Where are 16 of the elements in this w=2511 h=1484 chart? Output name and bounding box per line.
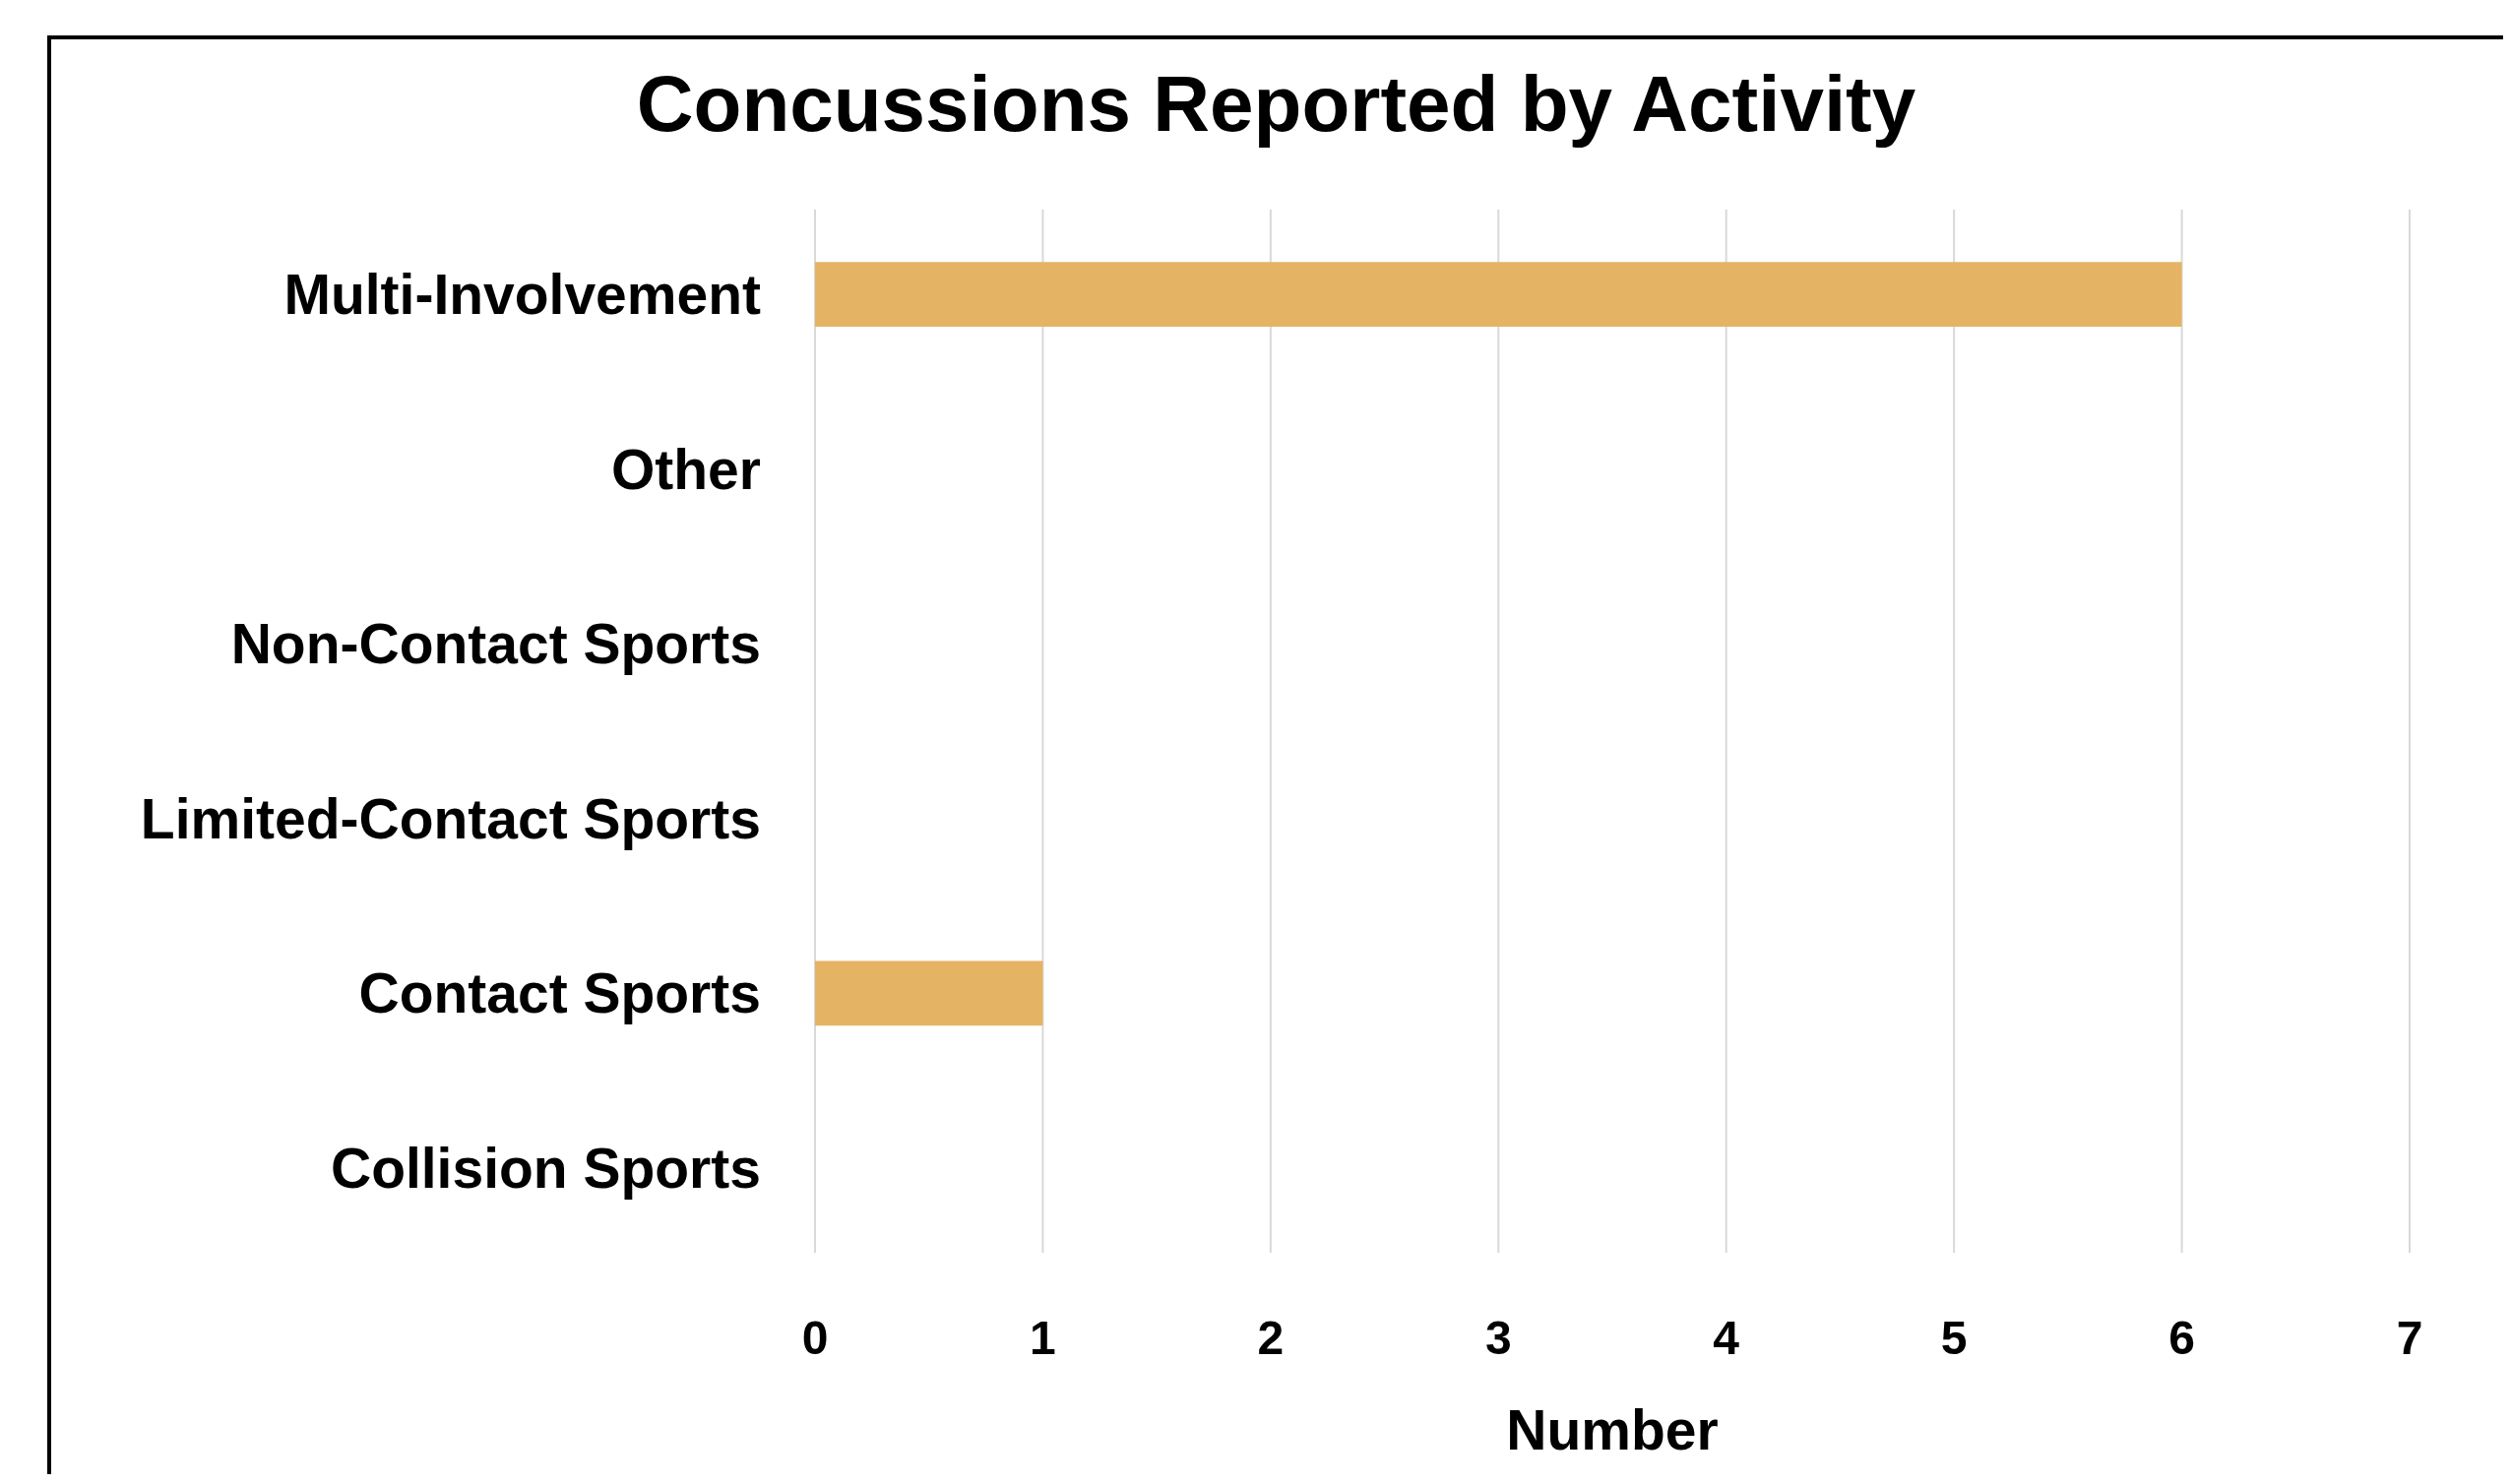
y-tick-label: Non-Contact Sports: [230, 612, 761, 676]
x-axis-title: Number: [1506, 1398, 1719, 1461]
y-tick-label: Multi-Involvement: [283, 263, 762, 327]
y-tick-label: Limited-Contact Sports: [140, 786, 761, 850]
x-tick-label: 5: [1940, 1312, 1968, 1364]
y-tick-label: Collision Sports: [330, 1136, 761, 1200]
x-tick-label: 7: [2396, 1312, 2423, 1364]
y-tick-label: Other: [610, 437, 761, 501]
y-tick-label: Contact Sports: [358, 961, 761, 1025]
x-tick-label: 4: [1713, 1312, 1740, 1364]
x-tick-label: 6: [2168, 1312, 2195, 1364]
x-tick-label: 0: [801, 1312, 829, 1364]
x-tick-label: 2: [1257, 1312, 1285, 1364]
x-tick-label: 3: [1484, 1312, 1512, 1364]
x-tick-label: 1: [1030, 1312, 1056, 1364]
chart-title: Concussions Reported by Activity: [636, 60, 1916, 148]
